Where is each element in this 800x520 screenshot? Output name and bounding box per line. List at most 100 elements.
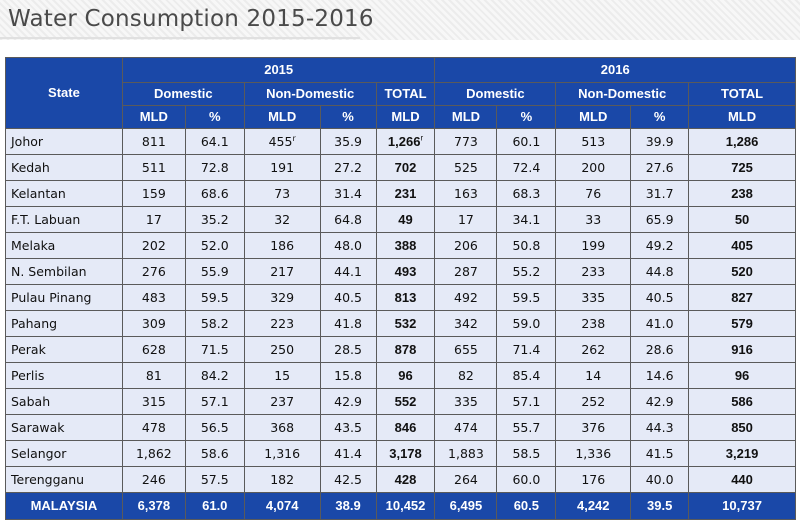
- cell-value: 49.2: [645, 238, 674, 253]
- cell-value: 916: [731, 342, 753, 357]
- value-cell: 44.8: [630, 258, 690, 285]
- title-divider: [0, 37, 360, 39]
- value-cell: 85.4: [496, 362, 557, 389]
- revised-mark: r: [292, 133, 296, 143]
- footer-cell: 6,495: [434, 492, 498, 520]
- cell-value: 342: [454, 316, 478, 331]
- cell-value: 96: [734, 368, 750, 383]
- cell-value: 827: [731, 290, 753, 305]
- total-header: TOTAL: [375, 82, 436, 106]
- non-domestic-header: Non-Domestic: [243, 82, 377, 106]
- value-cell: 335: [555, 284, 632, 311]
- water-consumption-table: State 2015 2016 Domestic Non-Domestic TO…: [5, 57, 796, 520]
- footer-cell: 38.9: [319, 492, 377, 520]
- cell-value: 55.7: [512, 420, 541, 435]
- value-cell: 455r: [243, 128, 321, 155]
- state-name: Johor: [5, 128, 123, 155]
- value-cell: 238: [555, 310, 632, 337]
- cell-value: 56.5: [200, 420, 229, 435]
- cell-value: 206: [454, 238, 478, 253]
- footer-cell: 6,378: [121, 492, 186, 520]
- table-row: Kedah 511 72.8 191 27.2 702 525 72.4 200 27.6 725: [5, 154, 796, 181]
- value-cell: 41.0: [630, 310, 690, 337]
- cell-value: 309: [141, 316, 166, 331]
- value-cell: 40.0: [630, 466, 690, 493]
- value-cell: 17: [121, 206, 186, 233]
- total-cell: 3,219: [688, 440, 796, 467]
- cell-value: 1,266: [387, 134, 421, 149]
- value-cell: 49.2: [630, 232, 690, 259]
- cell-value: 55.2: [512, 264, 541, 279]
- value-cell: 182: [243, 466, 321, 493]
- value-cell: 773: [434, 128, 498, 155]
- value-cell: 44.1: [319, 258, 377, 285]
- value-cell: 82: [434, 362, 498, 389]
- unit-header: MLD: [375, 105, 436, 129]
- cell-value: 58.6: [200, 446, 229, 461]
- cell-value: 55.9: [200, 264, 229, 279]
- value-cell: 44.3: [630, 414, 690, 441]
- cell-value: 520: [731, 264, 753, 279]
- cell-value: 42.5: [334, 472, 362, 487]
- cell-value: 14: [585, 368, 602, 383]
- value-cell: 40.5: [319, 284, 377, 311]
- table-row: Perlis 81 84.2 15 15.8 96 82 85.4 14 14.6 96: [5, 362, 796, 389]
- total-cell: 96: [688, 362, 796, 389]
- cell-value: 73: [274, 186, 291, 201]
- value-cell: 40.5: [630, 284, 690, 311]
- total-cell: 552: [375, 388, 436, 415]
- total-cell: 3,178: [375, 440, 436, 467]
- value-cell: 655: [434, 336, 498, 363]
- value-cell: 81: [121, 362, 186, 389]
- cell-value: 1,862: [135, 446, 172, 461]
- total-cell: 96: [375, 362, 436, 389]
- value-cell: 27.6: [630, 154, 690, 181]
- value-cell: 52.0: [184, 232, 245, 259]
- value-cell: 58.6: [184, 440, 245, 467]
- total-cell: 493: [375, 258, 436, 285]
- cell-value: 41.4: [334, 446, 362, 461]
- cell-value: 287: [454, 264, 478, 279]
- unit-header: MLD: [243, 105, 321, 129]
- state-name: Melaka: [5, 232, 123, 259]
- cell-value: 388: [394, 238, 417, 253]
- year-header: 2016: [434, 57, 796, 83]
- table-body: Johor 811 64.1 455r 35.9 1,266r 773 60.1 513 39.9…: [5, 128, 796, 493]
- value-cell: 41.5: [630, 440, 690, 467]
- cell-value: 850: [731, 420, 753, 435]
- cell-value: 483: [141, 290, 166, 305]
- value-cell: 246: [121, 466, 186, 493]
- cell-value: 1,286: [725, 134, 759, 149]
- total-cell: 850: [688, 414, 796, 441]
- cell-value: 492: [454, 290, 478, 305]
- table-row: Sabah 315 57.1 237 42.9 552 335 57.1 252 42.9 586: [5, 388, 796, 415]
- value-cell: 59.0: [496, 310, 557, 337]
- cell-value: 49: [398, 212, 413, 227]
- state-name: Perak: [5, 336, 123, 363]
- cell-value: 59.5: [512, 290, 541, 305]
- cell-value: 237: [270, 394, 295, 409]
- value-cell: 27.2: [319, 154, 377, 181]
- total-cell: 579: [688, 310, 796, 337]
- cell-value: 59.5: [200, 290, 229, 305]
- cell-value: 84.2: [200, 368, 229, 383]
- value-cell: 1,862: [121, 440, 186, 467]
- value-cell: 71.5: [184, 336, 245, 363]
- value-cell: 329: [243, 284, 321, 311]
- value-cell: 41.4: [319, 440, 377, 467]
- year-header: 2015: [121, 57, 436, 83]
- cell-value: 200: [581, 160, 606, 175]
- value-cell: 276: [121, 258, 186, 285]
- value-cell: 59.5: [496, 284, 557, 311]
- value-cell: 57.1: [184, 388, 245, 415]
- cell-value: 262: [581, 342, 606, 357]
- cell-value: 813: [394, 290, 417, 305]
- cell-value: 68.3: [512, 186, 541, 201]
- value-cell: 483: [121, 284, 186, 311]
- cell-value: 58.2: [200, 316, 229, 331]
- total-cell: 725: [688, 154, 796, 181]
- cell-value: 44.3: [645, 420, 674, 435]
- value-cell: 513: [555, 128, 632, 155]
- total-cell: 49: [375, 206, 436, 233]
- footer-state: MALAYSIA: [5, 492, 123, 520]
